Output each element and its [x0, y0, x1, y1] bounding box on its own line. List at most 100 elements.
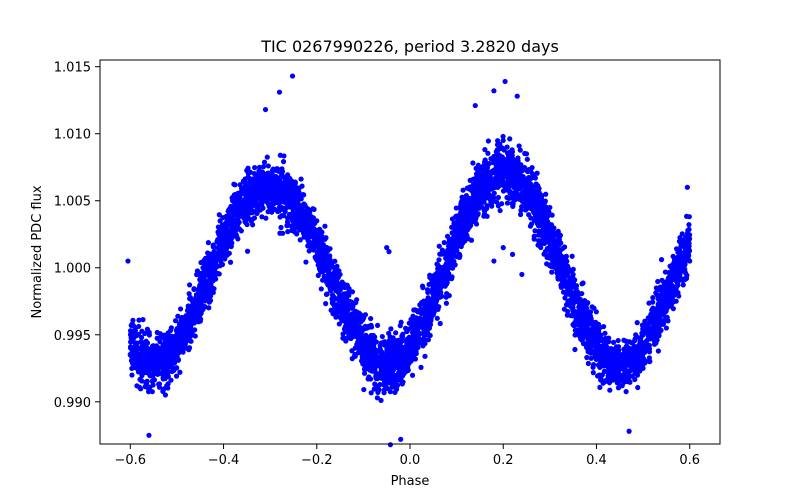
data-point	[368, 390, 374, 396]
data-point	[306, 225, 312, 231]
data-point	[600, 338, 606, 344]
data-point	[379, 340, 385, 347]
data-point	[323, 291, 330, 297]
data-point	[460, 187, 466, 193]
data-point	[284, 223, 290, 229]
data-point	[446, 271, 452, 277]
data-point	[334, 310, 340, 316]
data-point	[381, 390, 387, 396]
data-point	[274, 179, 280, 185]
data-point	[197, 318, 203, 324]
data-point	[150, 343, 156, 349]
data-point	[349, 299, 355, 305]
data-point	[156, 381, 162, 387]
data-point	[434, 315, 440, 321]
data-point	[541, 251, 547, 257]
data-point	[217, 236, 223, 242]
data-point	[311, 206, 317, 212]
data-point	[263, 215, 269, 221]
data-point	[648, 311, 654, 317]
data-point	[595, 343, 601, 349]
data-point	[528, 221, 535, 227]
data-point	[656, 322, 663, 329]
data-point	[187, 296, 193, 302]
data-point	[184, 345, 190, 351]
data-point	[374, 322, 381, 329]
data-point	[679, 276, 685, 282]
data-point	[675, 290, 681, 296]
data-point	[280, 230, 286, 236]
data-point	[254, 208, 260, 215]
data-point	[658, 257, 665, 263]
data-point	[340, 331, 346, 337]
data-point	[642, 318, 648, 324]
data-point	[273, 166, 280, 172]
data-point	[409, 372, 416, 378]
data-point	[637, 341, 643, 347]
data-point	[596, 331, 602, 338]
data-point	[366, 335, 372, 341]
data-point	[177, 369, 183, 375]
data-point	[549, 212, 555, 218]
data-point	[504, 166, 510, 172]
data-point	[613, 351, 619, 357]
data-point	[518, 162, 524, 168]
data-point	[607, 387, 613, 393]
data-point	[236, 212, 242, 218]
data-point	[355, 319, 361, 325]
data-point	[393, 330, 399, 336]
data-point	[372, 334, 378, 340]
data-point	[247, 179, 253, 185]
data-point	[156, 348, 163, 354]
data-point	[327, 253, 333, 259]
data-point	[589, 304, 595, 310]
data-point	[613, 344, 619, 350]
data-point	[353, 300, 359, 306]
data-point	[646, 355, 652, 361]
data-point	[252, 165, 258, 171]
data-point	[512, 195, 519, 201]
data-point	[243, 213, 250, 219]
data-point	[141, 342, 147, 349]
data-point	[584, 354, 590, 361]
data-point	[425, 337, 432, 343]
data-point	[683, 246, 690, 252]
data-point	[504, 144, 510, 150]
data-point	[561, 306, 568, 312]
data-point	[443, 300, 450, 306]
data-point	[623, 338, 629, 344]
data-point	[680, 282, 686, 288]
data-point	[205, 240, 211, 246]
data-point	[310, 228, 316, 234]
data-point	[157, 370, 163, 376]
data-point	[666, 280, 672, 286]
data-point	[596, 335, 602, 341]
data-point	[661, 289, 668, 295]
data-point	[387, 371, 393, 377]
data-point	[615, 337, 621, 344]
data-point	[547, 229, 553, 236]
data-point	[518, 196, 524, 202]
data-point	[635, 351, 641, 357]
data-point	[426, 305, 432, 311]
data-point	[328, 287, 334, 293]
data-point	[610, 373, 616, 379]
data-point	[588, 355, 594, 361]
data-point	[543, 191, 549, 197]
data-point	[145, 370, 151, 376]
data-point	[596, 350, 603, 356]
data-point	[492, 168, 499, 174]
data-point	[267, 188, 273, 194]
data-point	[583, 324, 590, 330]
data-point	[379, 351, 385, 357]
data-point	[132, 327, 138, 334]
data-point	[519, 203, 525, 210]
data-point	[140, 317, 146, 323]
data-point	[216, 212, 222, 218]
data-point	[452, 214, 459, 220]
data-point	[436, 243, 442, 249]
data-point	[211, 249, 217, 255]
data-point	[482, 147, 488, 153]
data-point	[556, 235, 562, 241]
data-point	[373, 363, 379, 369]
